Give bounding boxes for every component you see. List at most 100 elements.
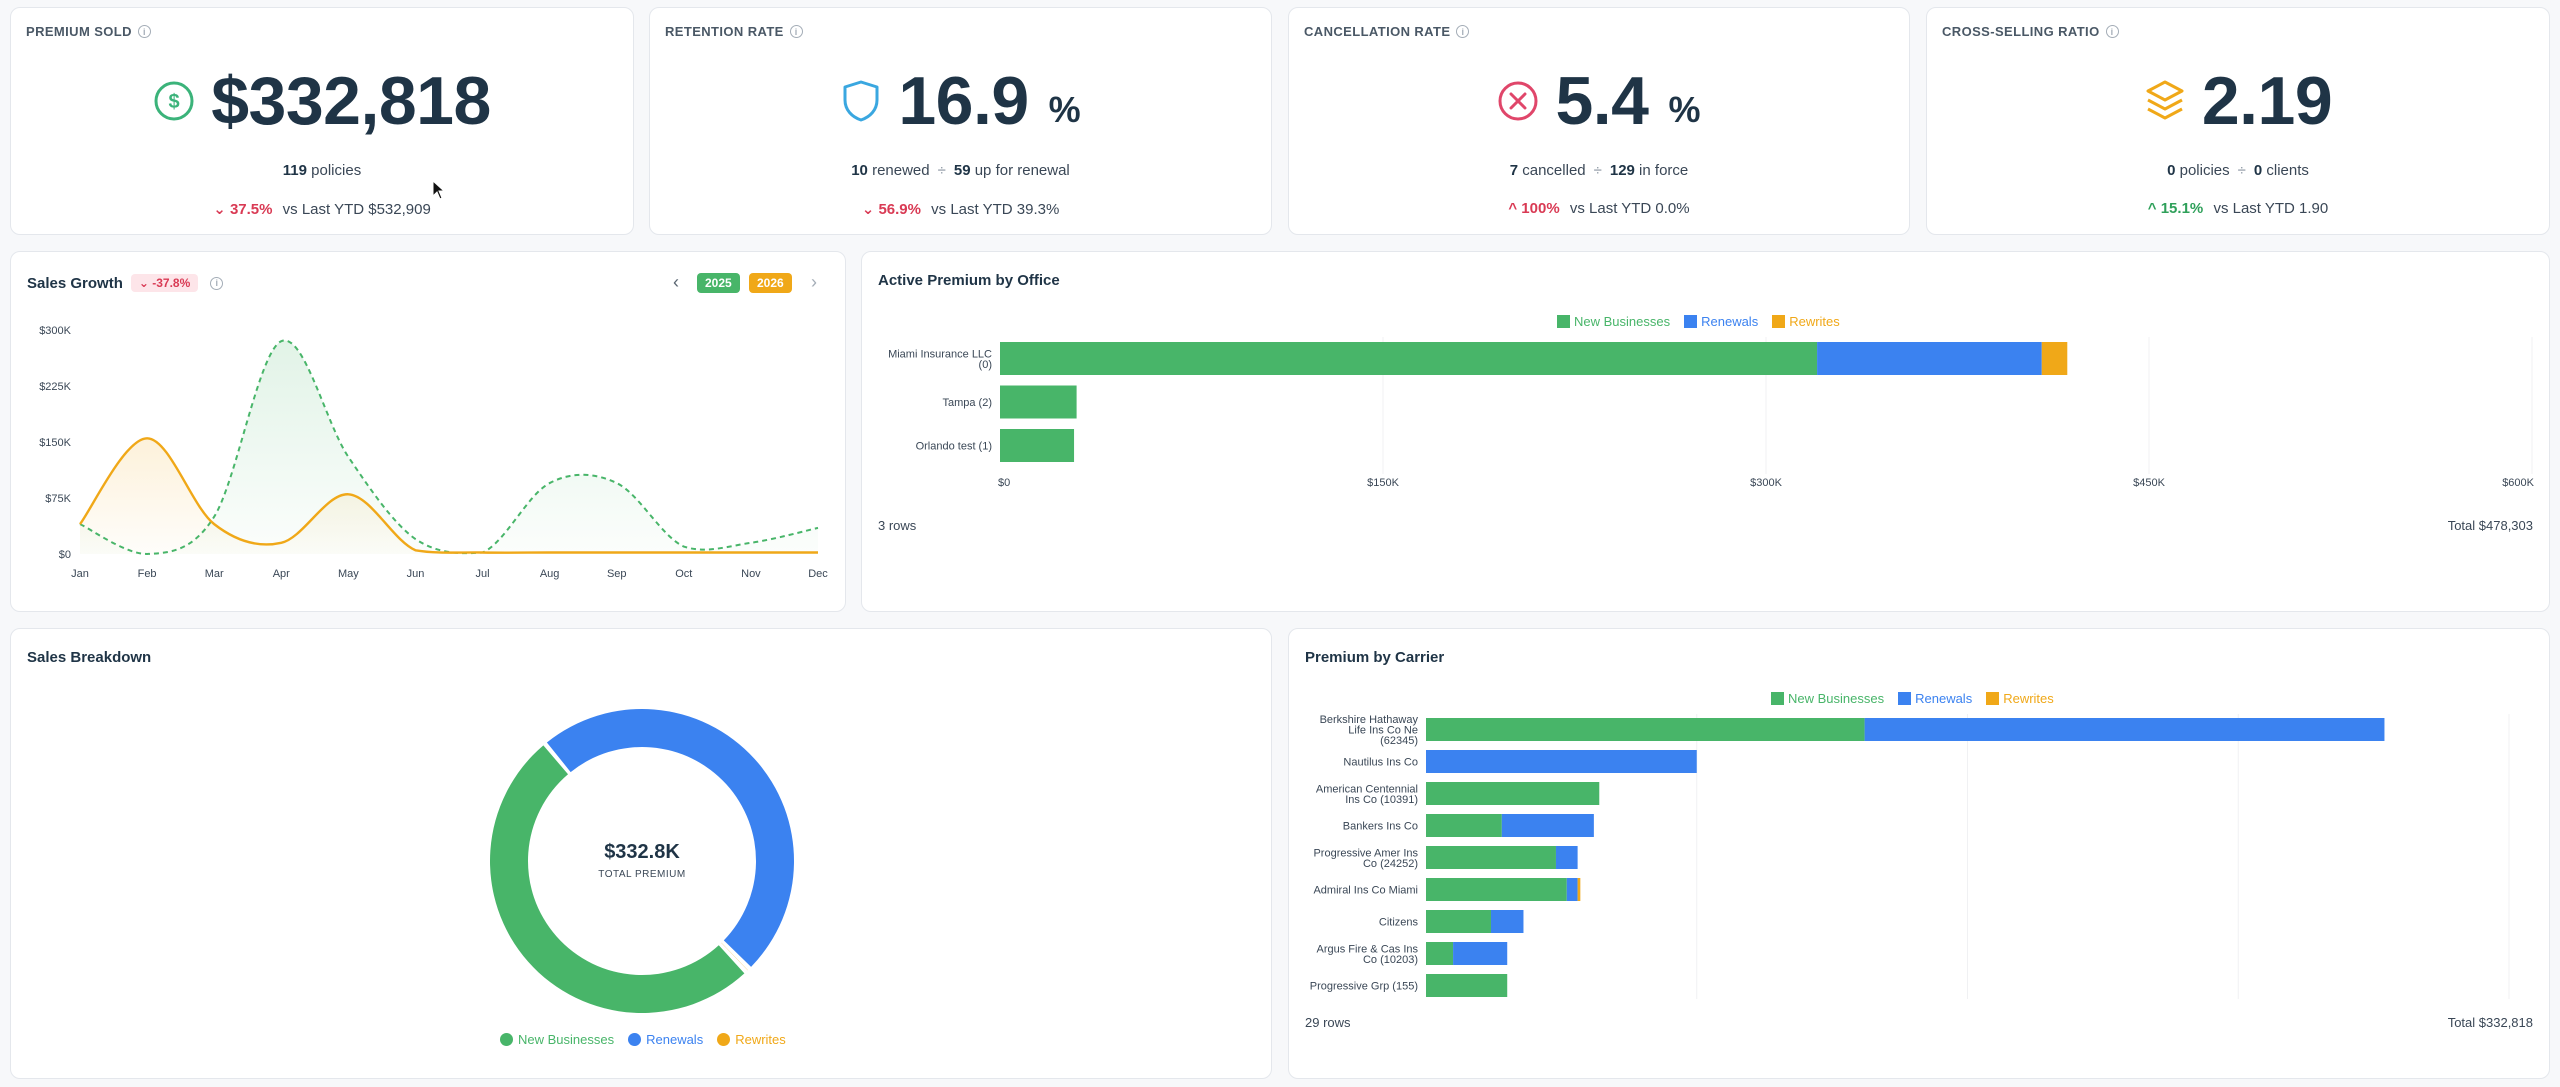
breakdown-title: Sales Breakdown (27, 649, 152, 666)
bar-segment-new-businesses[interactable] (1000, 429, 1075, 462)
info-icon[interactable]: i (137, 25, 151, 38)
info-icon[interactable]: i (789, 25, 803, 38)
legend-rewrites[interactable]: Rewrites (1986, 691, 2054, 706)
donut-slice-new-businesses[interactable] (489, 745, 745, 1014)
carrier-title: Premium by Carrier (1305, 649, 1445, 666)
bar-segment-new-businesses[interactable] (1426, 942, 1454, 965)
bar-segment-new-businesses[interactable] (1426, 846, 1556, 869)
kpi-title: CROSS-SELLING RATIO i (1942, 24, 2119, 39)
year-2025-toggle[interactable]: 2025 (697, 273, 740, 293)
category-label: Argus Fire & Cas Ins (1317, 943, 1419, 955)
bar-segment-new-businesses[interactable] (1426, 814, 1502, 837)
x-circle-icon (1497, 80, 1539, 122)
office-legend: New Businesses Renewals Rewrites (1557, 314, 1840, 329)
bar-segment-renewals[interactable] (1864, 718, 2385, 741)
x-tick-label: Jan (71, 568, 89, 580)
kpi-card-cross-selling-ratio (1926, 7, 2550, 235)
bar-segment-rewrites[interactable] (2041, 342, 2068, 375)
kpi-value: 16.9 (898, 63, 1029, 139)
kpi-content-0: PREMIUM SOLD i $ $332,818 119 policies ⌄… (10, 7, 634, 235)
year-2026-toggle[interactable]: 2026 (749, 273, 792, 293)
category-label: Life Ins Co Ne (1348, 725, 1418, 737)
kpi-main: $ $332,818 (10, 61, 634, 141)
kpi-title-text: CROSS-SELLING RATIO (1942, 24, 2100, 39)
legend-rewrites[interactable]: Rewrites (1772, 314, 1840, 329)
office-title: Active Premium by Office (878, 272, 1060, 289)
kpi-subtext: 7 cancelled ÷ 129 in force (1288, 162, 1910, 179)
chevron-left-icon[interactable]: ‹ (673, 272, 679, 292)
bar-segment-new-businesses[interactable] (1426, 910, 1491, 933)
legend-new-businesses[interactable]: New Businesses (1771, 691, 1884, 706)
series-area-2025 (80, 340, 818, 554)
bar-segment-new-businesses[interactable] (1426, 878, 1567, 901)
legend-new-businesses[interactable]: New Businesses (1557, 314, 1670, 329)
category-label: Nautilus Ins Co (1343, 757, 1418, 769)
kpi-comparison-text: vs Last YTD 39.3% (931, 201, 1060, 218)
info-icon[interactable]: i (2105, 25, 2119, 38)
kpi-title-text: CANCELLATION RATE (1304, 24, 1451, 39)
series-line-2026[interactable] (79, 437, 818, 554)
kpi-subtext: 119 policies (10, 162, 634, 179)
kpi-title: PREMIUM SOLD i (26, 24, 151, 39)
bar-segment-renewals[interactable] (1501, 814, 1594, 837)
kpi-main: 2.19 (1926, 61, 2550, 141)
kpi-comparison: ^ 100% vs Last YTD 0.0% (1288, 200, 1910, 217)
kpi-sub-label: in force (1634, 162, 1689, 179)
kpi-card-retention-rate (649, 7, 1272, 235)
donut-center-value: $332.8K (604, 841, 680, 863)
y-tick-label: $300K (39, 325, 71, 337)
kpi-sub-count: 0 (2253, 162, 2263, 179)
bar-segment-renewals[interactable] (1426, 750, 1697, 773)
kpi-comparison: ⌄ 56.9% vs Last YTD 39.3% (649, 200, 1272, 218)
category-label: American Centennial (1316, 783, 1418, 795)
sales-growth-chart: $0 $75K $150K $225K $300K Jan Feb Mar Apr May Jun J… (39, 325, 828, 580)
carrier-rows-count: 29 rows (1305, 1015, 1351, 1030)
kpi-sub-count: 7 (1509, 162, 1519, 179)
donut-slice-rewrites[interactable] (721, 942, 748, 971)
info-icon[interactable]: i (210, 276, 224, 290)
kpi-card-premium-sold (10, 7, 634, 235)
category-label: Miami Insurance LLC (888, 348, 992, 360)
donut-slice-renewals[interactable] (546, 709, 794, 967)
kpi-main: 5.4% (1288, 61, 1910, 141)
x-tick-label: Apr (273, 568, 290, 580)
kpi-comparison-text: vs Last YTD 1.90 (2213, 200, 2329, 217)
kpi-sub-count: 0 (2167, 162, 2176, 179)
kpi-comparison: ^ 15.1% vs Last YTD 1.90 (1926, 200, 2550, 217)
legend-label: Rewrites (1789, 314, 1840, 329)
category-label: Progressive Amer Ins (1313, 847, 1418, 859)
bar-segment-renewals[interactable] (1453, 942, 1508, 965)
bar-segment-new-businesses[interactable] (1426, 974, 1508, 997)
category-label: Progressive Grp (155) (1310, 981, 1418, 993)
legend-renewals[interactable]: Renewals (1898, 691, 1972, 706)
arrow-down-icon: ⌄ (861, 201, 875, 218)
bar-segment-new-businesses[interactable] (1000, 385, 1077, 419)
kpi-title-text: RETENTION RATE (665, 24, 784, 39)
donut-center-label: TOTAL PREMIUM (598, 869, 686, 880)
chevron-right-icon[interactable]: › (811, 272, 817, 292)
bar-segment-renewals[interactable] (1566, 878, 1578, 901)
bar-segment-renewals[interactable] (1555, 846, 1578, 869)
kpi-subtext: 0 policies ÷ 0 clients (1926, 162, 2550, 179)
legend-new-businesses[interactable]: New Businesses (500, 1032, 614, 1047)
info-icon[interactable]: i (1456, 25, 1470, 38)
bar-segment-rewrites[interactable] (1577, 878, 1581, 901)
y-tick-label: $75K (45, 493, 71, 505)
bar-segment-new-businesses[interactable] (1426, 718, 1865, 741)
legend-renewals[interactable]: Renewals (1684, 314, 1758, 329)
divide-symbol: ÷ (2237, 162, 2246, 179)
arrow-up-icon: ^ (1508, 200, 1518, 217)
x-tick-label: Dec (808, 568, 828, 580)
legend-rewrites[interactable]: Rewrites (717, 1032, 786, 1047)
legend-renewals[interactable]: Renewals (628, 1032, 703, 1047)
bar-segment-renewals[interactable] (1490, 910, 1524, 933)
dollar-circle-icon: $ (153, 80, 195, 122)
bar-segment-new-businesses[interactable] (1426, 782, 1600, 805)
bar-segment-new-businesses[interactable] (1000, 342, 1818, 375)
x-tick-label: $450K (2133, 477, 2165, 489)
divide-symbol: ÷ (937, 162, 946, 179)
bar-segment-renewals[interactable] (1817, 342, 2042, 375)
kpi-unit: % (1048, 89, 1081, 130)
kpi-sub-count: 119 (282, 162, 307, 179)
series-line-2025[interactable] (79, 339, 819, 556)
